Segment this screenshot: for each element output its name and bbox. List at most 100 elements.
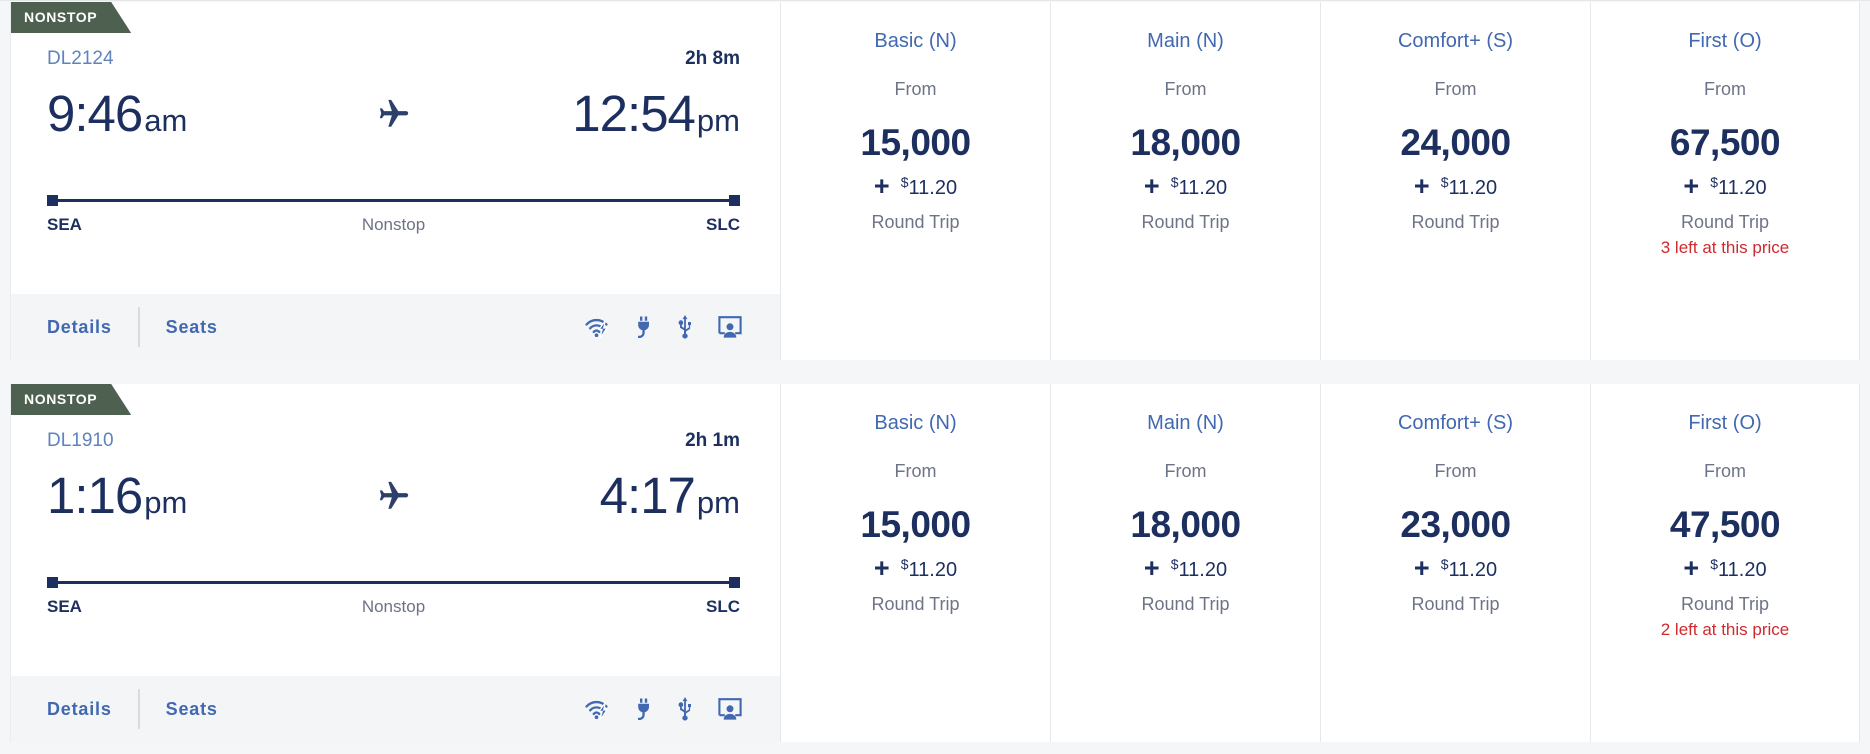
cabin-label: Basic (N): [874, 30, 957, 52]
arrival-time-value: 12:54: [572, 85, 696, 142]
flight-number-link[interactable]: DL2124: [47, 48, 114, 69]
from-label: From: [1704, 461, 1746, 481]
currency-symbol: $: [1170, 173, 1179, 190]
currency-symbol: $: [900, 173, 909, 190]
flight-result-row: NONSTOP DL1910 2h 1m 1:16pm 4:17pm: [10, 384, 1860, 742]
plane-icon: [377, 97, 411, 131]
cash-copay: + $11.20: [1051, 173, 1320, 200]
plus-sign: +: [1413, 553, 1430, 583]
flight-card: NONSTOP DL2124 2h 8m 9:46am 12:54pm: [10, 2, 780, 360]
details-button[interactable]: Details: [47, 316, 112, 337]
cabin-label: Comfort+ (S): [1397, 412, 1514, 434]
departure-meridiem: am: [144, 103, 188, 138]
cabin-label: Main (N): [1147, 30, 1224, 52]
seats-left-warning: 2 left at this price: [1660, 620, 1790, 639]
miles-price: 24,000: [1400, 122, 1511, 163]
currency-symbol: $: [1710, 555, 1718, 572]
flight-number-link[interactable]: DL1910: [47, 430, 114, 451]
currency-symbol: $: [1710, 173, 1718, 190]
wifi-icon: [584, 697, 609, 721]
fare-cell-main[interactable]: Main (N) From 18,000 + $11.20 Round Trip: [1050, 384, 1320, 742]
cabin-label: Basic (N): [874, 412, 957, 434]
departure-meridiem: pm: [144, 485, 188, 520]
cabin-label: Main (N): [1147, 412, 1224, 434]
details-button[interactable]: Details: [47, 698, 112, 719]
origin-airport-code: SEA: [47, 597, 82, 616]
plus-sign: +: [1143, 171, 1160, 201]
wifi-icon: [584, 315, 609, 339]
miles-price: 15,000: [860, 122, 971, 163]
flight-card-footer: Details Seats: [11, 676, 780, 742]
plus-sign: +: [1683, 553, 1700, 583]
cash-amount: 11.20: [1718, 176, 1767, 199]
currency-symbol: $: [1440, 555, 1449, 572]
flight-duration: 2h 8m: [685, 48, 740, 69]
destination-airport-code: SLC: [706, 597, 740, 616]
footer-divider: [137, 689, 140, 729]
trip-type-label: Round Trip: [871, 212, 960, 232]
arrival-time-value: 4:17: [599, 467, 696, 524]
cash-copay: + $11.20: [781, 173, 1050, 200]
footer-divider: [137, 307, 140, 347]
cash-copay: + $11.20: [781, 555, 1050, 582]
route-line: [47, 195, 740, 206]
cabin-label: First (O): [1688, 30, 1762, 52]
miles-price: 15,000: [860, 504, 971, 545]
trip-type-label: Round Trip: [871, 594, 960, 614]
flight-card: NONSTOP DL1910 2h 1m 1:16pm 4:17pm: [10, 384, 780, 742]
from-label: From: [1434, 79, 1477, 99]
power-icon: [635, 316, 652, 339]
fare-cell-comfort-plus[interactable]: Comfort+ (S) From 23,000 + $11.20 Round …: [1320, 384, 1590, 742]
stops-label: Nonstop: [361, 597, 426, 616]
amenities: [584, 697, 742, 721]
from-label: From: [1164, 461, 1207, 481]
flight-card-footer: Details Seats: [11, 294, 780, 360]
trip-type-label: Round Trip: [1141, 212, 1230, 232]
trip-type-label: Round Trip: [1411, 212, 1500, 232]
cash-copay: + $11.20: [1321, 173, 1590, 200]
plus-sign: +: [1683, 171, 1700, 201]
seats-left-warning: 3 left at this price: [1660, 238, 1790, 257]
fare-cell-basic[interactable]: Basic (N) From 15,000 + $11.20 Round Tri…: [780, 2, 1050, 360]
miles-price: 67,500: [1669, 122, 1781, 163]
plus-sign: +: [1143, 553, 1160, 583]
nonstop-badge: NONSTOP: [11, 384, 131, 415]
usb-icon: [678, 697, 692, 721]
usb-icon: [678, 315, 692, 339]
cabin-label: First (O): [1688, 412, 1762, 434]
fare-cell-first[interactable]: First (O) From 47,500 + $11.20 Round Tri…: [1590, 384, 1860, 742]
cash-amount: 11.20: [1178, 176, 1228, 199]
entertainment-icon: [718, 316, 742, 338]
fare-cell-basic[interactable]: Basic (N) From 15,000 + $11.20 Round Tri…: [780, 384, 1050, 742]
trip-type-label: Round Trip: [1141, 594, 1230, 614]
cash-amount: 11.20: [1448, 176, 1498, 199]
fare-cell-first[interactable]: First (O) From 67,500 + $11.20 Round Tri…: [1590, 2, 1860, 360]
from-label: From: [894, 79, 937, 99]
arrival-meridiem: pm: [696, 485, 740, 520]
seats-button[interactable]: Seats: [165, 316, 218, 337]
cash-copay: + $11.20: [1321, 555, 1590, 582]
trip-type-label: Round Trip: [1680, 212, 1770, 232]
plus-sign: +: [873, 553, 890, 583]
currency-symbol: $: [1170, 555, 1179, 572]
trip-type-label: Round Trip: [1680, 594, 1770, 614]
plane-icon: [377, 479, 411, 513]
miles-price: 18,000: [1130, 122, 1241, 163]
seats-button[interactable]: Seats: [165, 698, 218, 719]
destination-airport-code: SLC: [706, 215, 740, 234]
departure-time: 9:46am: [47, 84, 377, 143]
fare-cell-comfort-plus[interactable]: Comfort+ (S) From 24,000 + $11.20 Round …: [1320, 2, 1590, 360]
cash-amount: 11.20: [1718, 558, 1767, 581]
nonstop-badge: NONSTOP: [11, 2, 131, 33]
amenities: [584, 315, 742, 339]
flight-result-row: NONSTOP DL2124 2h 8m 9:46am 12:54pm: [10, 2, 1860, 360]
plus-sign: +: [873, 171, 890, 201]
cash-amount: 11.20: [908, 558, 958, 581]
stops-label: Nonstop: [361, 215, 426, 234]
from-label: From: [1434, 461, 1477, 481]
trip-type-label: Round Trip: [1411, 594, 1500, 614]
arrival-time: 4:17pm: [411, 466, 740, 525]
arrival-meridiem: pm: [696, 103, 740, 138]
fare-cell-main[interactable]: Main (N) From 18,000 + $11.20 Round Trip: [1050, 2, 1320, 360]
